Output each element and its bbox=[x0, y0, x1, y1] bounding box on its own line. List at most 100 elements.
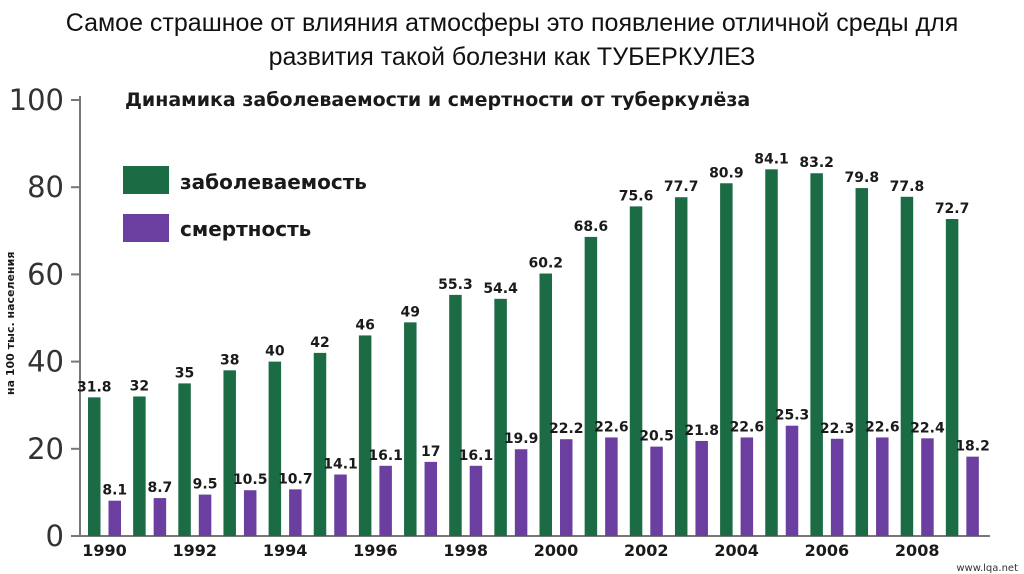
data-label-incidence: 40 bbox=[265, 344, 285, 360]
bar-incidence bbox=[674, 197, 688, 536]
data-label-mortality: 8.7 bbox=[147, 480, 172, 496]
bar-incidence bbox=[268, 361, 282, 536]
bar-mortality bbox=[198, 494, 212, 536]
bar-incidence bbox=[720, 183, 733, 536]
data-label-mortality: 22.6 bbox=[865, 419, 900, 435]
bar-mortality bbox=[379, 465, 392, 536]
legend-label-mortality: смертность bbox=[180, 217, 311, 241]
bar-incidence bbox=[404, 322, 417, 536]
bar-incidence bbox=[494, 298, 507, 536]
data-label-mortality: 9.5 bbox=[193, 477, 218, 493]
data-label-mortality: 22.2 bbox=[549, 421, 584, 437]
bar-mortality bbox=[605, 437, 618, 536]
data-label-incidence: 80.9 bbox=[709, 165, 744, 181]
bar-incidence bbox=[855, 188, 869, 536]
x-tick-label: 2006 bbox=[805, 541, 850, 560]
y-tick-label: 40 bbox=[27, 345, 64, 379]
bar-mortality bbox=[966, 456, 979, 536]
data-label-mortality: 22.3 bbox=[820, 421, 855, 437]
data-label-mortality: 10.5 bbox=[233, 472, 268, 488]
data-label-incidence: 55.3 bbox=[438, 277, 473, 293]
data-label-incidence: 75.6 bbox=[619, 188, 654, 204]
y-tick-label: 80 bbox=[27, 170, 64, 204]
data-label-incidence: 77.8 bbox=[890, 179, 925, 195]
x-tick-label: 2000 bbox=[534, 541, 579, 560]
bar-incidence bbox=[539, 273, 552, 536]
bar-mortality bbox=[830, 438, 844, 536]
bar-incidence bbox=[945, 219, 959, 536]
data-label-incidence: 42 bbox=[310, 335, 329, 351]
data-label-mortality: 20.5 bbox=[639, 429, 674, 445]
data-label-incidence: 84.1 bbox=[754, 151, 789, 167]
data-label-incidence: 35 bbox=[175, 365, 194, 381]
bar-incidence bbox=[449, 294, 462, 536]
bar-mortality bbox=[289, 489, 302, 536]
x-tick-label: 2002 bbox=[624, 541, 669, 560]
data-label-incidence: 38 bbox=[220, 352, 239, 368]
data-label-incidence: 83.2 bbox=[799, 155, 834, 171]
bar-mortality bbox=[424, 461, 438, 536]
bar-incidence bbox=[223, 370, 236, 536]
bar-incidence bbox=[133, 396, 146, 536]
slide-title: Самое страшное от влияния атмосферы это … bbox=[0, 6, 1024, 74]
y-tick-label: 60 bbox=[27, 257, 64, 291]
source-label: www.lqa.net bbox=[956, 563, 1018, 574]
data-label-mortality: 18.2 bbox=[955, 439, 990, 455]
bar-mortality bbox=[740, 437, 754, 536]
x-tick-label: 2004 bbox=[714, 541, 759, 560]
data-label-mortality: 21.8 bbox=[684, 423, 719, 439]
y-tick-label: 0 bbox=[46, 519, 64, 553]
bar-mortality bbox=[153, 498, 167, 536]
bar-mortality bbox=[695, 440, 708, 536]
legend-label-incidence: заболеваемость bbox=[180, 170, 367, 194]
bar-mortality bbox=[921, 438, 934, 536]
bar-incidence bbox=[810, 173, 823, 537]
bar-incidence bbox=[358, 335, 372, 536]
bar-incidence bbox=[178, 383, 191, 536]
bar-mortality bbox=[334, 474, 347, 536]
legend-swatch-incidence bbox=[123, 166, 169, 194]
bar-mortality bbox=[876, 437, 889, 536]
data-label-incidence: 60.2 bbox=[528, 256, 563, 272]
data-label-mortality: 14.1 bbox=[323, 457, 358, 473]
bar-incidence bbox=[313, 352, 327, 536]
data-label-mortality: 22.6 bbox=[594, 419, 629, 435]
data-label-incidence: 79.8 bbox=[845, 170, 880, 186]
data-label-incidence: 68.6 bbox=[574, 219, 609, 235]
bar-incidence bbox=[765, 169, 778, 536]
data-label-incidence: 46 bbox=[355, 317, 374, 333]
x-tick-label: 1998 bbox=[443, 541, 488, 560]
x-tick-label: 1990 bbox=[82, 541, 127, 560]
bar-mortality bbox=[514, 449, 528, 536]
data-label-incidence: 72.7 bbox=[935, 201, 970, 217]
legend-swatch-mortality bbox=[123, 214, 169, 242]
data-label-mortality: 10.7 bbox=[278, 471, 313, 487]
data-label-incidence: 49 bbox=[401, 304, 420, 320]
x-tick-label: 1996 bbox=[353, 541, 398, 560]
bar-mortality bbox=[560, 439, 573, 536]
slide-title-line-2: развития такой болезни как ТУБЕРКУЛЕЗ bbox=[268, 43, 756, 71]
bar-incidence bbox=[584, 236, 598, 537]
slide-title-line-1: Самое страшное от влияния атмосферы это … bbox=[65, 9, 959, 37]
data-label-mortality: 22.6 bbox=[730, 419, 765, 435]
bar-mortality bbox=[785, 425, 799, 536]
chart-title: Динамика заболеваемости и смертности от … bbox=[125, 89, 750, 111]
data-label-mortality: 22.4 bbox=[910, 420, 945, 436]
bar-mortality bbox=[650, 446, 663, 536]
bar-mortality bbox=[108, 500, 121, 536]
data-label-incidence: 31.8 bbox=[77, 379, 112, 395]
data-label-mortality: 19.9 bbox=[504, 431, 539, 447]
data-label-incidence: 32 bbox=[130, 378, 149, 394]
bar-incidence bbox=[629, 206, 643, 536]
data-label-mortality: 16.1 bbox=[459, 448, 494, 464]
y-axis-label: на 100 тыс. населения bbox=[4, 252, 17, 395]
bar-mortality bbox=[469, 465, 483, 536]
data-label-mortality: 8.1 bbox=[102, 483, 127, 499]
y-tick-label: 100 bbox=[9, 83, 64, 117]
data-label-incidence: 54.4 bbox=[483, 281, 518, 297]
y-tick-label: 20 bbox=[27, 432, 64, 466]
data-label-mortality: 17 bbox=[421, 444, 440, 460]
x-tick-label: 1992 bbox=[173, 541, 218, 560]
data-label-mortality: 25.3 bbox=[775, 408, 810, 424]
